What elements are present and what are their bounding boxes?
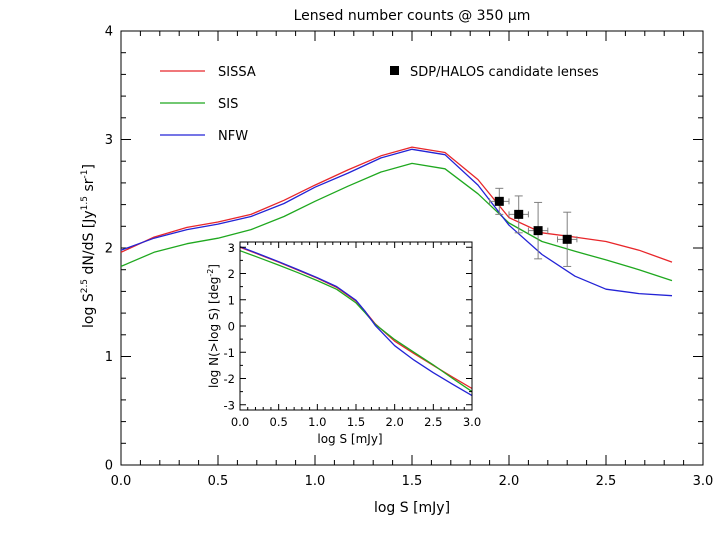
main-y-tick-label: 2 [105, 242, 113, 257]
main-series-sis [120, 162, 673, 282]
main-series-nfw [120, 148, 673, 297]
main-x-tick-label: 2.5 [596, 474, 617, 489]
inset-y-tick-label: -1 [224, 346, 235, 360]
inset-y-tick-label: -2 [224, 372, 235, 386]
main-y-tick-label: 4 [105, 25, 113, 40]
main-y-axis-label: log S2.5 dN/dS [Jy1.5 sr-1] [80, 164, 97, 328]
chart-title: Lensed number counts @ 350 μm [294, 8, 531, 24]
main-y-tick-label: 3 [105, 133, 113, 148]
main-y-tick-label: 0 [105, 459, 113, 474]
main-x-tick-label: 0.0 [111, 474, 132, 489]
main-series-sissa [120, 146, 673, 263]
inset-y-tick-label: 2 [228, 267, 235, 281]
inset-x-tick-label: 0.5 [270, 415, 288, 429]
candidate-lens-point [562, 234, 572, 244]
main-x-tick-label: 1.0 [305, 474, 326, 489]
candidate-lens-point [533, 226, 543, 236]
candidate-lens-point [494, 196, 504, 206]
main-series [120, 146, 673, 297]
inset-x-axis-label: log S [mJy] [317, 432, 382, 446]
main-x-tick-label: 0.5 [208, 474, 229, 489]
inset-x-tick-label: 0.0 [231, 415, 249, 429]
inset-series-nfw [239, 246, 473, 397]
candidate-lens-points [489, 187, 578, 267]
inset-x-tick-label: 3.0 [463, 415, 481, 429]
legend-label-sissa: SISSA [218, 65, 256, 80]
legend-marker-candidate-lenses [390, 66, 399, 75]
inset-x-tick-label: 2.0 [386, 415, 404, 429]
inset-plot: 0.0 0.5 1.0 1.5 2.0 2.5 3.0 -3 -2 -1 0 1 2 3 log S [m… [206, 241, 481, 446]
inset-x-tick-label: 1.5 [347, 415, 365, 429]
main-plot: 0.0 0.5 1.0 1.5 2.0 2.5 3.0 0 1 2 3 4 log S [mJy] l… [80, 25, 713, 517]
main-y-tick-label: 1 [105, 350, 113, 365]
inset-background [240, 242, 472, 410]
main-x-tick-label: 1.5 [402, 474, 423, 489]
candidate-lens-point [514, 209, 524, 219]
inset-series [239, 246, 473, 397]
main-x-tick-label: 3.0 [693, 474, 714, 489]
inset-x-tick-label: 1.0 [308, 415, 326, 429]
legend-label-nfw: NFW [218, 129, 248, 144]
main-ticks: 0.0 0.5 1.0 1.5 2.0 2.5 3.0 0 1 2 3 4 [105, 25, 714, 490]
main-x-tick-label: 2.0 [499, 474, 520, 489]
inset-y-tick-label: 1 [228, 293, 235, 307]
inset-y-axis-label: log N(>log S) [deg-2] [206, 264, 221, 388]
main-x-axis-label: log S [mJy] [374, 500, 450, 516]
inset-series-sis [239, 250, 473, 393]
inset-y-tick-label: 0 [228, 320, 235, 334]
inset-x-tick-label: 2.5 [424, 415, 442, 429]
inset-y-tick-label: 3 [228, 241, 235, 255]
inset-ticks: 0.0 0.5 1.0 1.5 2.0 2.5 3.0 -3 -2 -1 0 1 2 3 [224, 241, 482, 429]
inset-y-tick-label: -3 [224, 398, 235, 412]
legend-label-candidate-lenses: SDP/HALOS candidate lenses [410, 65, 599, 80]
legend: SISSA SIS NFW SDP/HALOS candidate lenses [160, 65, 599, 144]
legend-label-sis: SIS [218, 97, 238, 112]
